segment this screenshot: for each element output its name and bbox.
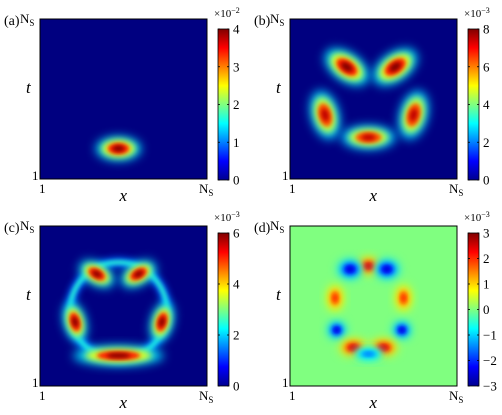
heatmap-blob bbox=[392, 321, 411, 339]
y-tick-label-top: NS bbox=[270, 218, 284, 235]
colorbar-exponent: ×10−2 bbox=[214, 6, 240, 20]
heatmap-blob bbox=[395, 285, 412, 311]
heatmap-blob bbox=[63, 302, 87, 342]
y-tick-label-top: NS bbox=[20, 218, 34, 235]
x-tick-label-right: NS bbox=[449, 181, 463, 198]
heatmap-blob bbox=[373, 48, 418, 86]
colorbar-tick-label: 2 bbox=[233, 97, 240, 112]
y-tick-label-bottom: 1 bbox=[282, 375, 289, 390]
colorbar-tick-label: 6 bbox=[233, 226, 240, 241]
colorbar-exponent: ×10−3 bbox=[464, 6, 490, 20]
colorbar-tick-label: 3 bbox=[483, 226, 490, 241]
colorbar-tick-label: 8 bbox=[483, 22, 490, 37]
colorbar-tick-label: 4 bbox=[483, 97, 490, 112]
heatmap-blob bbox=[79, 260, 115, 288]
colorbar-tick-label: 2 bbox=[483, 251, 490, 266]
heatmap-background bbox=[290, 226, 457, 386]
colorbar-tick-label: 4 bbox=[233, 22, 240, 37]
panel-label: (b) bbox=[254, 14, 271, 29]
colorbar bbox=[217, 232, 230, 387]
heatmap bbox=[40, 226, 207, 386]
y-axis-label: t bbox=[26, 78, 32, 97]
colorbar-tick-label: 2 bbox=[233, 328, 240, 343]
heatmap bbox=[40, 19, 207, 179]
heatmap bbox=[290, 19, 457, 179]
panel-label: (a) bbox=[4, 14, 20, 29]
x-tick-label-right: NS bbox=[199, 388, 213, 405]
panel-label: (d) bbox=[254, 221, 271, 236]
heatmap-blob bbox=[121, 260, 156, 288]
colorbar-exponent: ×10−3 bbox=[214, 210, 240, 224]
colorbar-tick-label: −3 bbox=[483, 379, 497, 394]
axes-frame bbox=[289, 18, 458, 180]
y-tick-label-bottom: 1 bbox=[282, 168, 289, 183]
colorbar-tick-label: 6 bbox=[483, 59, 490, 74]
heatmap-blob bbox=[324, 48, 369, 86]
colorbar-tick-label: −1 bbox=[483, 328, 497, 343]
heatmap bbox=[290, 226, 457, 386]
colorbar-tick-label: 3 bbox=[233, 59, 240, 74]
heatmap-blob bbox=[337, 259, 363, 279]
colorbar-tick-label: 1 bbox=[483, 277, 490, 292]
axes-frame bbox=[39, 225, 208, 387]
x-tick-label-left: 1 bbox=[289, 388, 296, 403]
colorbar-tick-label: 0 bbox=[483, 302, 490, 317]
y-axis-label: t bbox=[276, 78, 282, 97]
x-axis-label: x bbox=[119, 186, 128, 205]
colorbar-tick-label: 4 bbox=[233, 277, 240, 292]
y-axis-label: t bbox=[26, 285, 32, 304]
heatmap-blob bbox=[352, 347, 385, 361]
colorbar-tick-label: 0 bbox=[483, 173, 490, 188]
y-axis-label: t bbox=[276, 285, 282, 304]
heatmap-blob bbox=[357, 257, 380, 275]
heatmap-blob bbox=[150, 302, 174, 342]
x-tick-label-left: 1 bbox=[39, 388, 46, 403]
colorbar-tick-label: 0 bbox=[233, 379, 240, 394]
colorbar-tick-label: 2 bbox=[483, 135, 490, 150]
heatmap-blob bbox=[327, 321, 346, 339]
heatmap-blob bbox=[95, 136, 142, 161]
axes-frame bbox=[289, 225, 458, 387]
colorbar-tick-label: 1 bbox=[233, 135, 240, 150]
axes-frame bbox=[39, 18, 208, 180]
heatmap-blob bbox=[374, 259, 400, 279]
y-tick-label-top: NS bbox=[270, 11, 284, 28]
x-tick-label-right: NS bbox=[449, 388, 463, 405]
y-tick-label-top: NS bbox=[20, 11, 34, 28]
x-tick-label-right: NS bbox=[199, 181, 213, 198]
panel-label: (c) bbox=[4, 221, 20, 236]
x-tick-label-left: 1 bbox=[289, 181, 296, 196]
heatmap-blob bbox=[341, 125, 396, 150]
x-tick-label-left: 1 bbox=[39, 181, 46, 196]
y-tick-label-bottom: 1 bbox=[32, 168, 39, 183]
x-axis-label: x bbox=[369, 186, 378, 205]
y-tick-label-bottom: 1 bbox=[32, 375, 39, 390]
heatmap-blob bbox=[398, 90, 429, 140]
colorbar-tick-label: 0 bbox=[233, 173, 240, 188]
x-axis-label: x bbox=[119, 393, 128, 412]
heatmap-blob bbox=[310, 90, 341, 140]
colorbar-tick-label: −2 bbox=[483, 353, 497, 368]
x-axis-label: x bbox=[369, 393, 378, 412]
colorbar-exponent: ×10−3 bbox=[464, 210, 490, 224]
heatmap-blob bbox=[73, 345, 164, 366]
heatmap-blob bbox=[327, 285, 343, 311]
